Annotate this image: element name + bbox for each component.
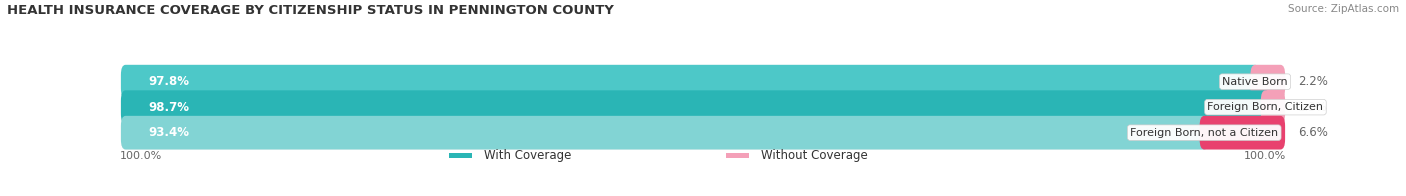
FancyBboxPatch shape	[121, 90, 1270, 124]
Text: 2.2%: 2.2%	[1298, 75, 1327, 88]
Text: 93.4%: 93.4%	[149, 126, 190, 139]
FancyBboxPatch shape	[121, 116, 1285, 150]
FancyBboxPatch shape	[1199, 116, 1285, 150]
Text: Foreign Born, Citizen: Foreign Born, Citizen	[1208, 102, 1323, 112]
Text: 1.3%: 1.3%	[1298, 101, 1327, 114]
Text: 98.7%: 98.7%	[149, 101, 190, 114]
FancyBboxPatch shape	[1250, 65, 1285, 99]
FancyBboxPatch shape	[121, 65, 1285, 99]
FancyBboxPatch shape	[1261, 90, 1285, 124]
Text: 6.6%: 6.6%	[1298, 126, 1327, 139]
FancyBboxPatch shape	[121, 116, 1209, 150]
Text: HEALTH INSURANCE COVERAGE BY CITIZENSHIP STATUS IN PENNINGTON COUNTY: HEALTH INSURANCE COVERAGE BY CITIZENSHIP…	[7, 4, 614, 17]
Text: 100.0%: 100.0%	[120, 151, 162, 161]
Text: Foreign Born, not a Citizen: Foreign Born, not a Citizen	[1130, 128, 1278, 138]
Text: Source: ZipAtlas.com: Source: ZipAtlas.com	[1288, 4, 1399, 14]
Text: 100.0%: 100.0%	[1244, 151, 1286, 161]
Text: Native Born: Native Born	[1222, 77, 1288, 87]
Text: Without Coverage: Without Coverage	[761, 149, 868, 162]
FancyBboxPatch shape	[449, 153, 472, 158]
FancyBboxPatch shape	[725, 153, 749, 158]
Text: With Coverage: With Coverage	[484, 149, 571, 162]
FancyBboxPatch shape	[121, 90, 1285, 124]
Text: 97.8%: 97.8%	[149, 75, 190, 88]
FancyBboxPatch shape	[121, 65, 1260, 99]
